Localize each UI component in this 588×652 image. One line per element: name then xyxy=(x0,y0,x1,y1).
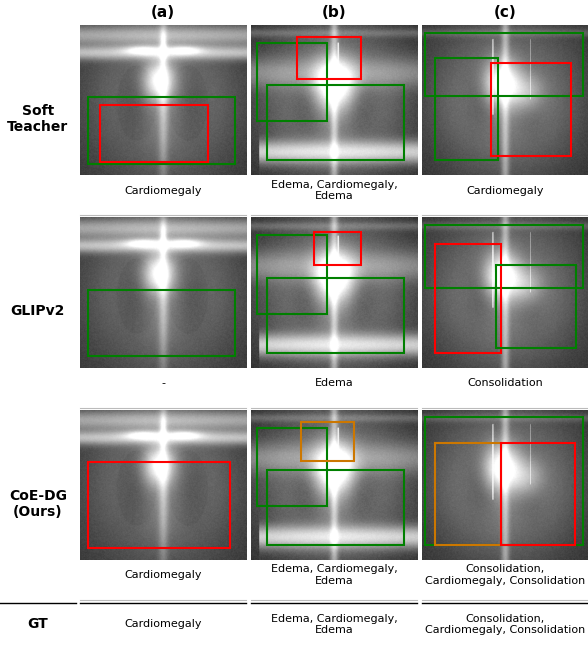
Bar xyxy=(268,85,404,160)
Text: Edema, Cardiomegaly,
Edema: Edema, Cardiomegaly, Edema xyxy=(270,180,397,201)
Text: (b): (b) xyxy=(322,5,346,20)
Bar xyxy=(435,58,498,160)
Bar xyxy=(496,265,576,348)
Text: CoE-DG
(Ours): CoE-DG (Ours) xyxy=(9,488,67,519)
Bar xyxy=(425,33,583,96)
Text: (c): (c) xyxy=(493,5,516,20)
Bar xyxy=(425,225,583,288)
Bar xyxy=(300,422,354,461)
Bar xyxy=(502,443,574,545)
Bar xyxy=(298,37,360,80)
Bar xyxy=(258,428,328,506)
Text: Edema, Cardiomegaly,
Edema: Edema, Cardiomegaly, Edema xyxy=(270,614,397,635)
Text: Consolidation,
Cardiomegaly, Consolidation: Consolidation, Cardiomegaly, Consolidati… xyxy=(425,614,585,635)
Bar xyxy=(268,470,404,545)
Text: Edema: Edema xyxy=(315,378,353,388)
Text: Soft
Teacher: Soft Teacher xyxy=(7,104,68,134)
Bar xyxy=(435,244,502,353)
Bar xyxy=(314,232,360,265)
Text: Cardiomegaly: Cardiomegaly xyxy=(125,619,202,629)
Text: Cardiomegaly: Cardiomegaly xyxy=(125,570,202,580)
Bar xyxy=(258,43,328,121)
Text: Cardiomegaly: Cardiomegaly xyxy=(466,186,543,196)
Text: Consolidation,
Cardiomegaly, Consolidation: Consolidation, Cardiomegaly, Consolidati… xyxy=(425,564,585,586)
Text: Consolidation: Consolidation xyxy=(467,378,543,388)
Text: Cardiomegaly: Cardiomegaly xyxy=(125,186,202,196)
Text: Edema, Cardiomegaly,
Edema: Edema, Cardiomegaly, Edema xyxy=(270,564,397,586)
Bar xyxy=(492,63,572,156)
Bar xyxy=(88,462,230,548)
Bar xyxy=(100,105,208,162)
Bar xyxy=(258,235,328,314)
Bar xyxy=(435,443,502,545)
Text: GT: GT xyxy=(28,617,48,631)
Text: (a): (a) xyxy=(151,5,175,20)
Bar xyxy=(88,97,235,164)
Text: GLIPv2: GLIPv2 xyxy=(11,304,65,318)
Bar xyxy=(268,278,404,353)
Bar xyxy=(88,289,235,356)
Text: -: - xyxy=(161,378,165,388)
Bar xyxy=(425,417,583,545)
